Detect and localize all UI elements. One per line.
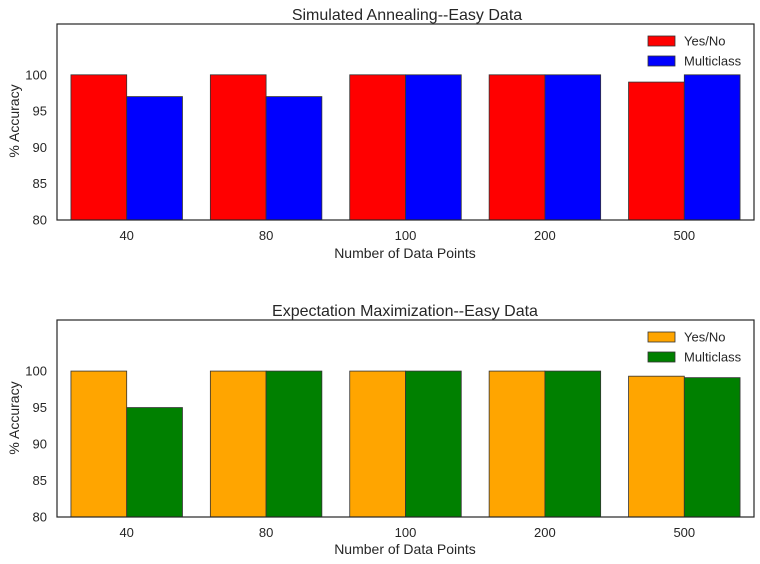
chart-title: Simulated Annealing--Easy Data [292, 7, 522, 24]
y-axis-label: % Accuracy [6, 381, 22, 454]
y-tick-label: 100 [25, 364, 47, 379]
bar-sa-multiclass-100 [405, 74, 462, 221]
chart-simulated-annealing: Simulated Annealing--Easy Data Number of… [6, 7, 755, 261]
legend-label: Yes/No [684, 34, 725, 49]
x-tick-label: 80 [259, 228, 273, 243]
bar-em-multiclass-500 [683, 377, 741, 518]
bar-sa-yes-no-200 [488, 74, 546, 221]
bar-sa-multiclass-40 [126, 96, 183, 221]
y-axis-label: % Accuracy [6, 84, 22, 157]
bar-em-yes-no-80 [209, 370, 267, 518]
bar-sa-multiclass-200 [544, 74, 602, 221]
legend-swatch [647, 351, 676, 363]
bar-sa-yes-no-40 [70, 74, 128, 221]
bar-em-multiclass-40 [126, 407, 183, 518]
bar-em-yes-no-200 [488, 370, 546, 518]
bar-em-yes-no-100 [349, 370, 406, 518]
plot-frame [56, 23, 755, 221]
legend-swatch [647, 35, 676, 47]
legend-label: Yes/No [684, 330, 725, 345]
y-tick-label: 95 [33, 400, 47, 415]
bar-em-yes-no-40 [70, 370, 128, 518]
x-tick-label: 40 [119, 525, 133, 540]
x-tick-label: 500 [673, 525, 695, 540]
y-tick-label: 80 [33, 510, 47, 525]
y-tick-label: 100 [25, 67, 47, 82]
bar-em-yes-no-500 [628, 375, 685, 518]
plot-frame [56, 319, 755, 518]
legend-swatch [647, 331, 676, 343]
x-tick-label: 500 [673, 228, 695, 243]
bar-sa-multiclass-80 [265, 96, 323, 221]
x-tick-label: 100 [395, 525, 417, 540]
y-tick-label: 90 [33, 437, 47, 452]
x-axis-label: Number of Data Points [334, 541, 476, 557]
bar-em-multiclass-200 [544, 370, 602, 518]
x-tick-label: 40 [119, 228, 133, 243]
x-tick-label: 200 [534, 525, 556, 540]
y-tick-label: 85 [33, 473, 47, 488]
legend-label: Multiclass [684, 350, 742, 365]
x-tick-label: 100 [395, 228, 417, 243]
legend-label: Multiclass [684, 54, 742, 69]
bar-sa-yes-no-500 [628, 81, 685, 221]
legend-swatch [647, 55, 676, 67]
x-tick-label: 80 [259, 525, 273, 540]
bar-sa-multiclass-500 [683, 74, 741, 221]
bar-em-multiclass-100 [405, 370, 462, 518]
y-tick-label: 85 [33, 176, 47, 191]
y-tick-label: 95 [33, 104, 47, 119]
bar-em-multiclass-80 [265, 370, 323, 518]
x-tick-label: 200 [534, 228, 556, 243]
chart-title: Expectation Maximization--Easy Data [272, 303, 538, 320]
bar-sa-yes-no-80 [209, 74, 267, 221]
x-axis-label: Number of Data Points [334, 245, 476, 261]
chart-expectation-maximization: Expectation Maximization--Easy Data Numb… [6, 303, 755, 557]
y-tick-label: 80 [33, 213, 47, 228]
y-tick-label: 90 [33, 140, 47, 155]
bar-sa-yes-no-100 [349, 74, 406, 221]
